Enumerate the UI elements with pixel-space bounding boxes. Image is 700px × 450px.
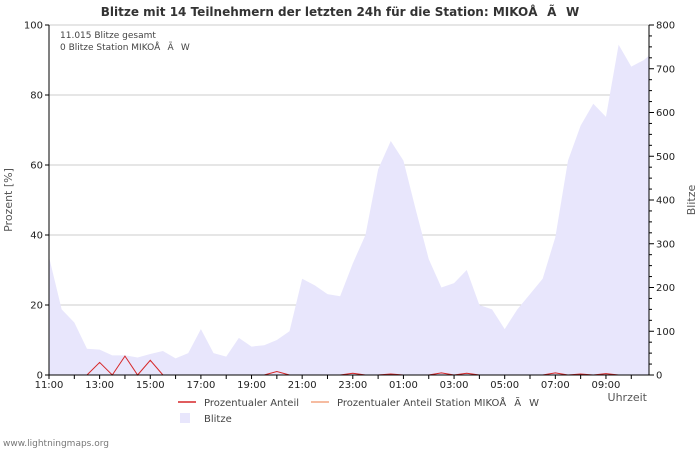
left-tick-label: 60: [30, 161, 43, 172]
blitze-area: [49, 44, 649, 375]
x-axis-label: Uhrzeit: [608, 391, 648, 404]
x-tick-label: 05:00: [490, 380, 519, 391]
x-tick-label: 03:00: [440, 380, 469, 391]
left-tick-label: 100: [24, 21, 43, 32]
x-tick-label: 15:00: [136, 380, 165, 391]
x-tick-label: 07:00: [541, 380, 570, 391]
y-axis-right-label: Blitze: [685, 185, 698, 216]
right-tick-label: 600: [656, 108, 675, 119]
legend: Prozentualer Anteil Prozentualer Anteil …: [178, 396, 539, 425]
x-tick-label: 17:00: [186, 380, 215, 391]
right-axis-ticks: 0 100 200 300 400 500 600 700 800: [649, 21, 675, 382]
blitze-area-layer: [49, 44, 649, 375]
left-tick-label: 40: [30, 231, 43, 242]
legend-label-percent: Prozentualer Anteil: [204, 398, 299, 409]
left-tick-label: 0: [37, 371, 43, 382]
right-tick-label: 300: [656, 239, 675, 250]
x-tick-label: 09:00: [592, 380, 621, 391]
x-axis-ticks: 11:00 13:00 15:00 17:00 19:00 21:00 23:00 01:00…: [35, 375, 632, 391]
left-tick-label: 20: [30, 301, 43, 312]
info-station: 0 Blitze Station MIKOÅÃW: [60, 41, 190, 53]
chart-title: Blitze mit 14 Teilnehmern der letzten 24…: [101, 4, 579, 19]
right-tick-label: 700: [656, 64, 675, 75]
x-tick-label: 01:00: [389, 380, 418, 391]
right-tick-label: 400: [656, 196, 675, 207]
x-tick-label: 21:00: [288, 380, 317, 391]
left-axis-ticks: 0 20 40 60 80 100: [24, 21, 49, 382]
left-tick-label: 80: [30, 91, 43, 102]
right-tick-label: 100: [656, 327, 675, 338]
x-tick-label: 19:00: [237, 380, 266, 391]
info-total: 11.015 Blitze gesamt: [60, 31, 156, 41]
right-tick-label: 0: [656, 371, 662, 382]
right-tick-label: 200: [656, 283, 675, 294]
right-tick-label: 800: [656, 21, 675, 32]
x-tick-label: 13:00: [85, 380, 114, 391]
legend-marker-blitze: [180, 413, 190, 423]
x-tick-label: 23:00: [338, 380, 367, 391]
legend-label-blitze: Blitze: [204, 414, 232, 425]
x-tick-label: 11:00: [35, 380, 64, 391]
legend-label-percent-station: Prozentualer Anteil Station MIKOÅÃW: [337, 396, 539, 409]
footer-credit: www.lightningmaps.org: [3, 439, 109, 449]
y-axis-left-label: Prozent [%]: [2, 168, 15, 232]
right-tick-label: 500: [656, 152, 675, 163]
